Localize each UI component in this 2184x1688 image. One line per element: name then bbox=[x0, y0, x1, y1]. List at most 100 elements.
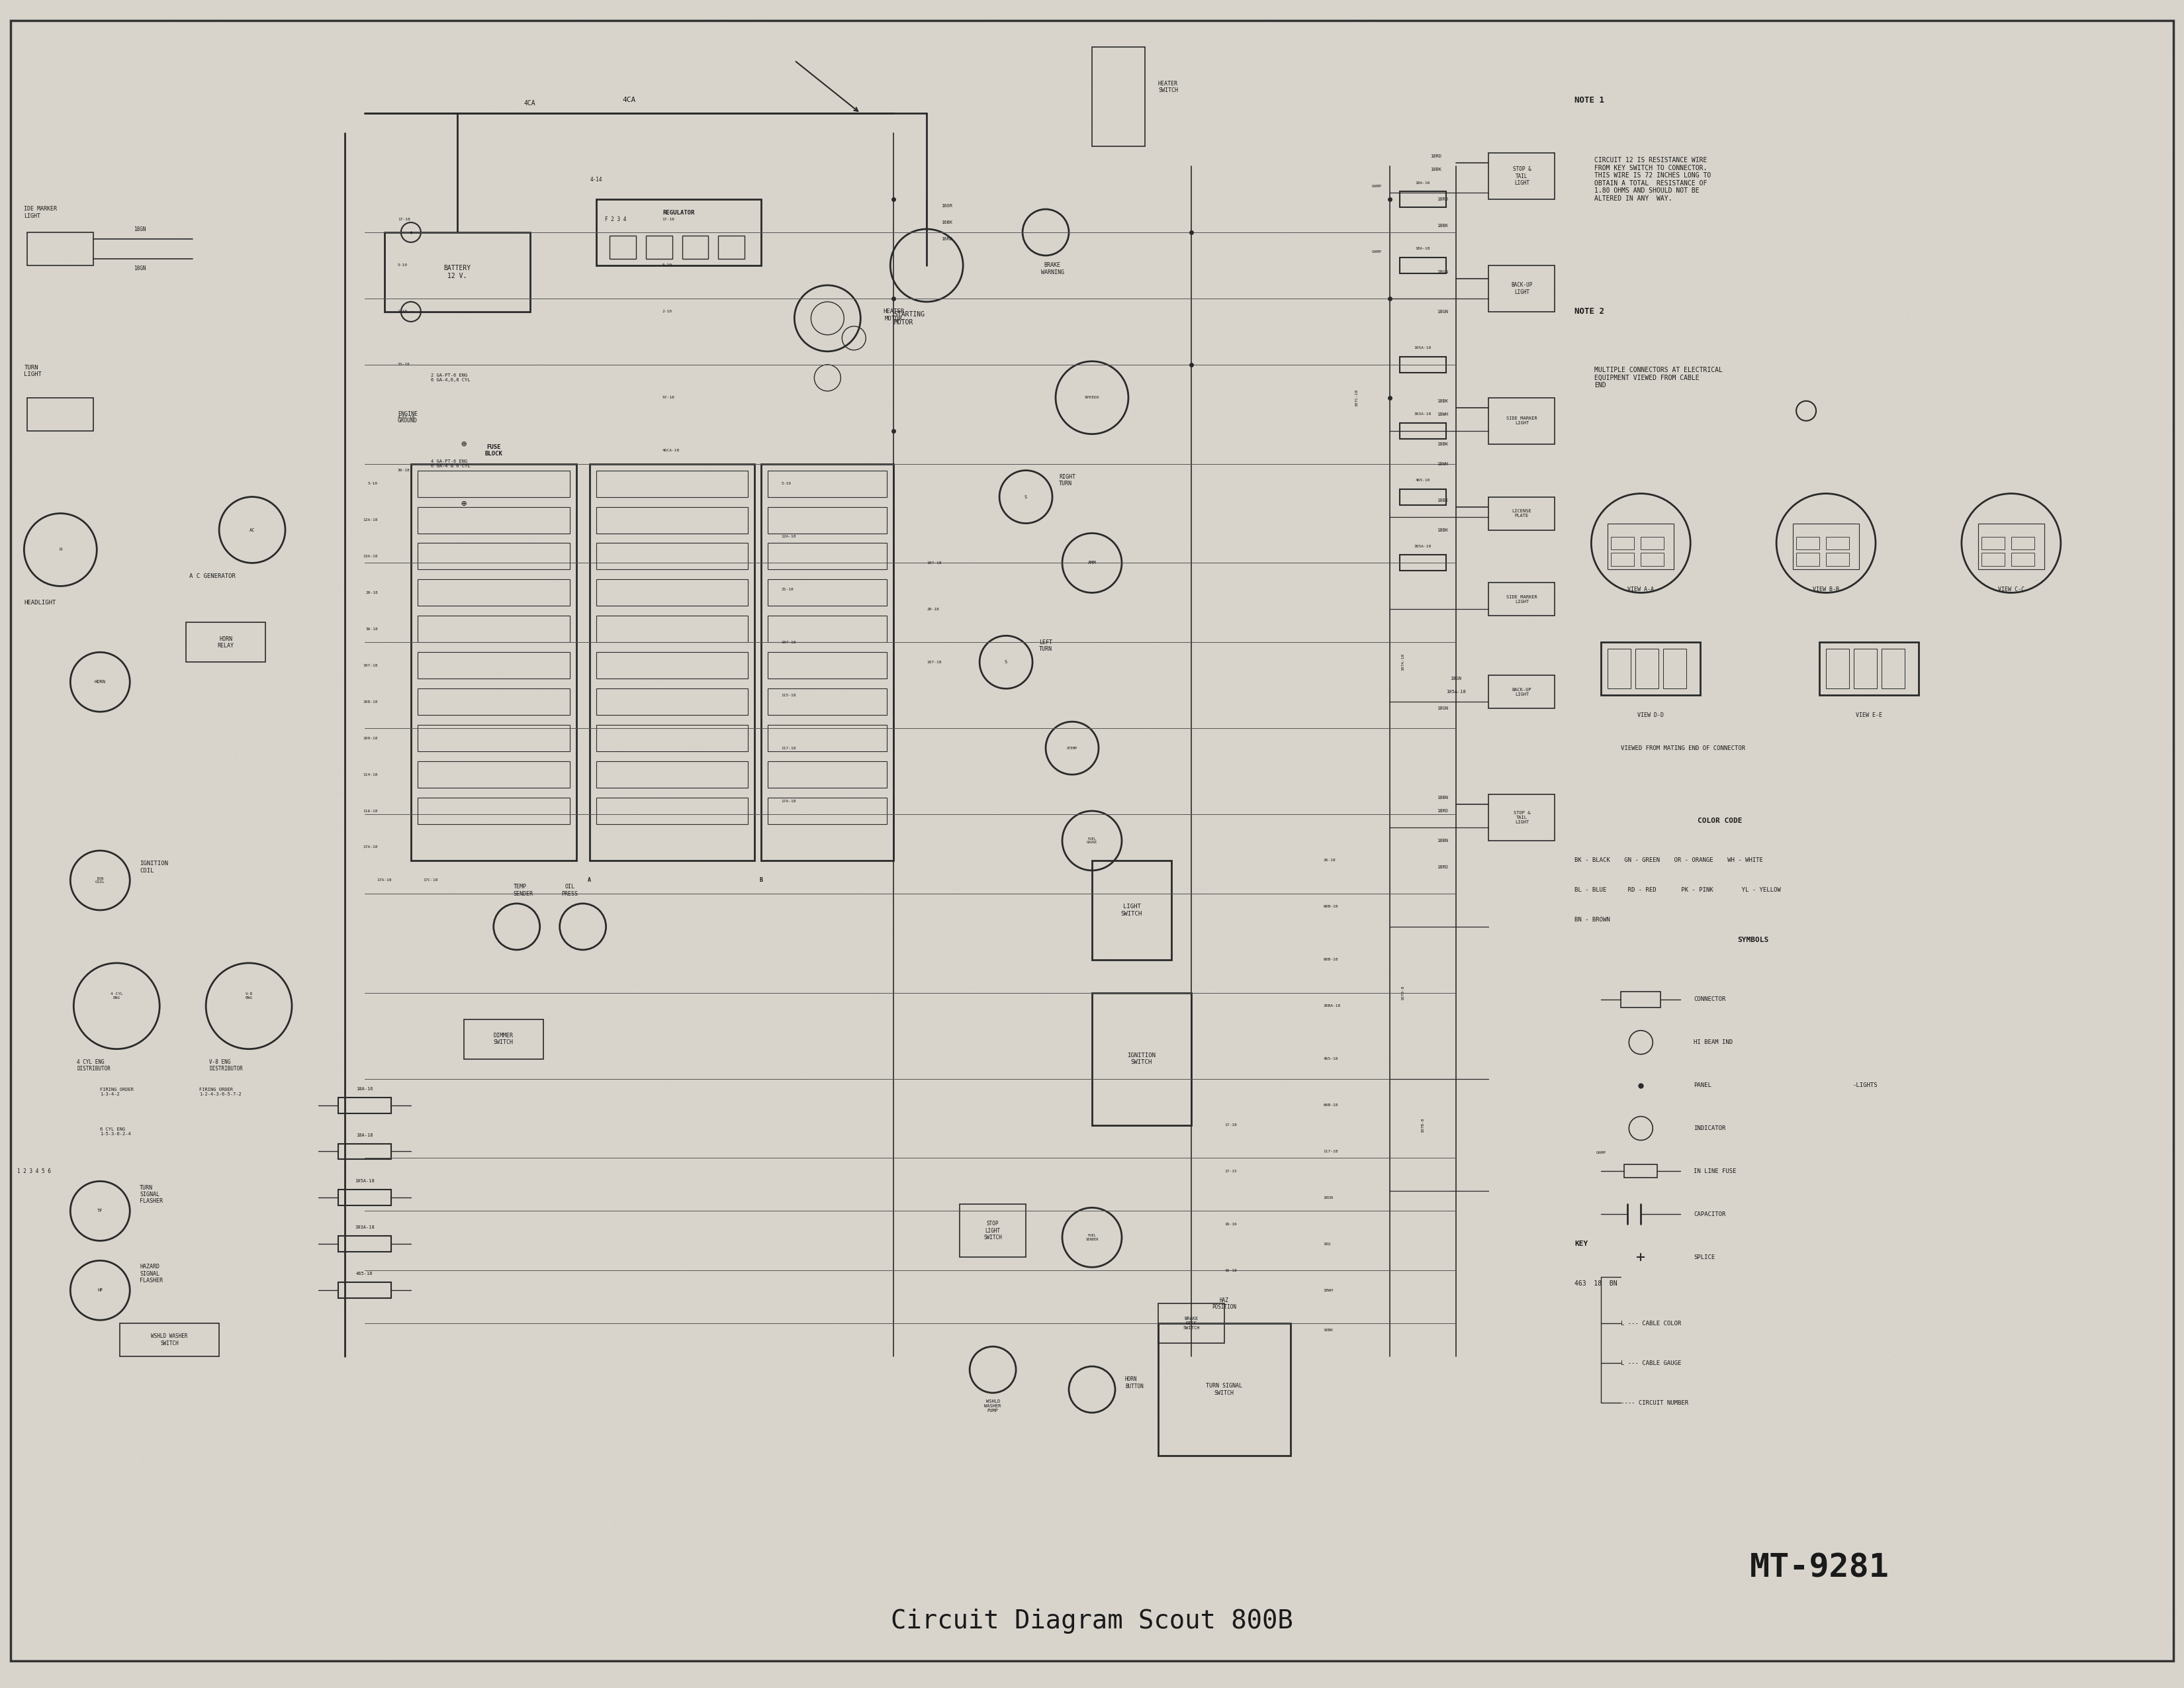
Text: IDE MARKER
LIGHT: IDE MARKER LIGHT bbox=[24, 206, 57, 219]
Text: 18WH: 18WH bbox=[1437, 412, 1448, 417]
Text: STOP
LIGHT
SWITCH: STOP LIGHT SWITCH bbox=[983, 1220, 1002, 1241]
Text: 18BK: 18BK bbox=[1437, 442, 1448, 446]
Text: BACK-UP
LIGHT: BACK-UP LIGHT bbox=[1511, 687, 1531, 695]
Text: 18BK: 18BK bbox=[1437, 225, 1448, 228]
Text: 5-10: 5-10 bbox=[397, 263, 408, 267]
Text: IGNITION
SWITCH: IGNITION SWITCH bbox=[1127, 1053, 1155, 1065]
Text: TURN
LIGHT: TURN LIGHT bbox=[24, 365, 41, 378]
Text: 17A-18: 17A-18 bbox=[378, 879, 391, 883]
Text: 117-18: 117-18 bbox=[1324, 1150, 1339, 1153]
Text: 57-18: 57-18 bbox=[662, 397, 675, 400]
Text: 115-18: 115-18 bbox=[782, 694, 797, 697]
Text: HORN: HORN bbox=[94, 680, 105, 684]
Text: 17-15: 17-15 bbox=[1225, 1170, 1236, 1173]
Text: LIGHT
SWITCH: LIGHT SWITCH bbox=[1120, 903, 1142, 917]
Text: Circuit Diagram Scout 800B: Circuit Diagram Scout 800B bbox=[891, 1609, 1293, 1634]
Text: 18GN: 18GN bbox=[1437, 309, 1448, 314]
Text: 17A-18: 17A-18 bbox=[363, 846, 378, 849]
Text: FIRING ORDER
1-3-4-2: FIRING ORDER 1-3-4-2 bbox=[100, 1087, 133, 1096]
Text: 107A-18: 107A-18 bbox=[1402, 653, 1404, 670]
Text: 18A-18: 18A-18 bbox=[1415, 246, 1431, 250]
Text: SIDE MARKER
LIGHT: SIDE MARKER LIGHT bbox=[1507, 417, 1538, 425]
Text: 18A-16: 18A-16 bbox=[356, 1087, 373, 1090]
Text: 20-18: 20-18 bbox=[926, 608, 939, 611]
Text: V-8 ENG
DISTRIBUTOR: V-8 ENG DISTRIBUTOR bbox=[210, 1058, 242, 1072]
Text: 1070-8: 1070-8 bbox=[1402, 986, 1404, 1001]
Text: FIRING ORDER
1-2-4-3-6-5-7-2: FIRING ORDER 1-2-4-3-6-5-7-2 bbox=[199, 1087, 242, 1096]
Text: HAZARD
SIGNAL
FLASHER: HAZARD SIGNAL FLASHER bbox=[140, 1264, 164, 1283]
Text: 107-18: 107-18 bbox=[926, 660, 941, 663]
Text: COLOR CODE: COLOR CODE bbox=[1697, 817, 1743, 824]
Text: S: S bbox=[1005, 660, 1007, 663]
Text: 13A-18: 13A-18 bbox=[363, 555, 378, 559]
Text: 1 2 3 4 5 6: 1 2 3 4 5 6 bbox=[17, 1168, 50, 1175]
Text: 107B-8: 107B-8 bbox=[1422, 1117, 1424, 1133]
Text: OAMP: OAMP bbox=[1372, 184, 1380, 187]
Text: HAZ
POSITION: HAZ POSITION bbox=[1212, 1296, 1236, 1310]
Text: BRAKE
WARNING: BRAKE WARNING bbox=[1042, 262, 1064, 275]
Text: OIL
PRESS: OIL PRESS bbox=[561, 885, 579, 896]
Text: SPLICE: SPLICE bbox=[1695, 1254, 1714, 1261]
Text: AC: AC bbox=[249, 528, 256, 532]
Text: 60B-18: 60B-18 bbox=[1324, 905, 1339, 908]
Text: 18BK: 18BK bbox=[1437, 528, 1448, 532]
Text: DIMMER
SWITCH: DIMMER SWITCH bbox=[494, 1033, 513, 1045]
Text: 17C-18: 17C-18 bbox=[424, 879, 439, 883]
Text: 17-18: 17-18 bbox=[397, 218, 411, 221]
Text: 105A-18: 105A-18 bbox=[1446, 690, 1465, 694]
Text: HEATER
MOTOR: HEATER MOTOR bbox=[882, 309, 904, 321]
Text: FUEL
SENDER: FUEL SENDER bbox=[1085, 1234, 1099, 1241]
Text: 107C-18: 107C-18 bbox=[1354, 388, 1358, 407]
Text: ---- CIRCUIT NUMBER: ---- CIRCUIT NUMBER bbox=[1621, 1399, 1688, 1406]
Text: 16BK: 16BK bbox=[941, 221, 952, 225]
Text: 109-18: 109-18 bbox=[363, 736, 378, 739]
Text: 18BN: 18BN bbox=[1437, 795, 1448, 800]
Text: 17A-18: 17A-18 bbox=[782, 800, 797, 803]
Text: BACK-UP
LIGHT: BACK-UP LIGHT bbox=[1511, 282, 1533, 295]
Text: TURN SIGNAL
SWITCH: TURN SIGNAL SWITCH bbox=[1206, 1382, 1243, 1396]
Text: VIEW B-B: VIEW B-B bbox=[1813, 586, 1839, 592]
Text: 107-18: 107-18 bbox=[782, 641, 797, 645]
Text: S: S bbox=[1024, 495, 1026, 500]
Text: VIEW D-D: VIEW D-D bbox=[1638, 712, 1664, 717]
Text: 465-18: 465-18 bbox=[1324, 1057, 1339, 1060]
Text: 18WH: 18WH bbox=[1324, 1288, 1334, 1291]
Text: 108-18: 108-18 bbox=[363, 701, 378, 704]
Text: BATTERY
12 V.: BATTERY 12 V. bbox=[443, 265, 472, 279]
Text: 6 CYL ENG
1-5-3-6-2-4: 6 CYL ENG 1-5-3-6-2-4 bbox=[100, 1128, 131, 1136]
Text: BRAKE
DIFF
SWITCH: BRAKE DIFF SWITCH bbox=[1184, 1317, 1199, 1330]
Text: 33-18: 33-18 bbox=[397, 363, 411, 366]
Text: HI BEAM IND: HI BEAM IND bbox=[1695, 1040, 1732, 1045]
Text: KEY: KEY bbox=[1575, 1241, 1588, 1247]
Text: VIEW C-C: VIEW C-C bbox=[1998, 586, 2025, 592]
Text: CONNECTOR: CONNECTOR bbox=[1695, 996, 1725, 1003]
Text: 116-18: 116-18 bbox=[363, 809, 378, 812]
Text: 105A-18: 105A-18 bbox=[354, 1180, 373, 1183]
Text: 18A-18: 18A-18 bbox=[356, 1133, 373, 1138]
Text: 5-10: 5-10 bbox=[662, 263, 673, 267]
Text: HEADLIGHT: HEADLIGHT bbox=[24, 599, 57, 606]
Text: 16-16: 16-16 bbox=[1225, 1222, 1236, 1225]
Text: -LIGHTS: -LIGHTS bbox=[1852, 1082, 1878, 1089]
Text: VIEWED FROM MATING END OF CONNECTOR: VIEWED FROM MATING END OF CONNECTOR bbox=[1621, 744, 1745, 751]
Text: 4CA: 4CA bbox=[622, 96, 636, 103]
Text: 4CA: 4CA bbox=[524, 100, 535, 106]
Text: 18Q: 18Q bbox=[1324, 1242, 1330, 1246]
Text: 463  18  BN: 463 18 BN bbox=[1575, 1281, 1618, 1286]
Text: 17-18: 17-18 bbox=[662, 218, 675, 221]
Text: OAMP: OAMP bbox=[1372, 250, 1380, 253]
Text: IN LINE FUSE: IN LINE FUSE bbox=[1695, 1168, 1736, 1175]
Text: 303A-18: 303A-18 bbox=[354, 1225, 373, 1229]
Text: OTEMP: OTEMP bbox=[1066, 746, 1077, 749]
Text: ⊕: ⊕ bbox=[461, 439, 467, 449]
Text: 18WH: 18WH bbox=[1437, 463, 1448, 466]
Text: ⊕: ⊕ bbox=[461, 500, 467, 508]
Text: TF: TF bbox=[98, 1209, 103, 1214]
Text: L --- CABLE COLOR: L --- CABLE COLOR bbox=[1621, 1320, 1682, 1327]
Text: 17-18: 17-18 bbox=[1225, 1124, 1236, 1126]
Text: 36-18: 36-18 bbox=[397, 469, 411, 473]
Text: 117-18: 117-18 bbox=[782, 746, 797, 749]
Text: NOTE 2: NOTE 2 bbox=[1575, 307, 1605, 316]
Text: INDICATOR: INDICATOR bbox=[1695, 1126, 1725, 1131]
Text: 46CA-18: 46CA-18 bbox=[662, 449, 679, 452]
